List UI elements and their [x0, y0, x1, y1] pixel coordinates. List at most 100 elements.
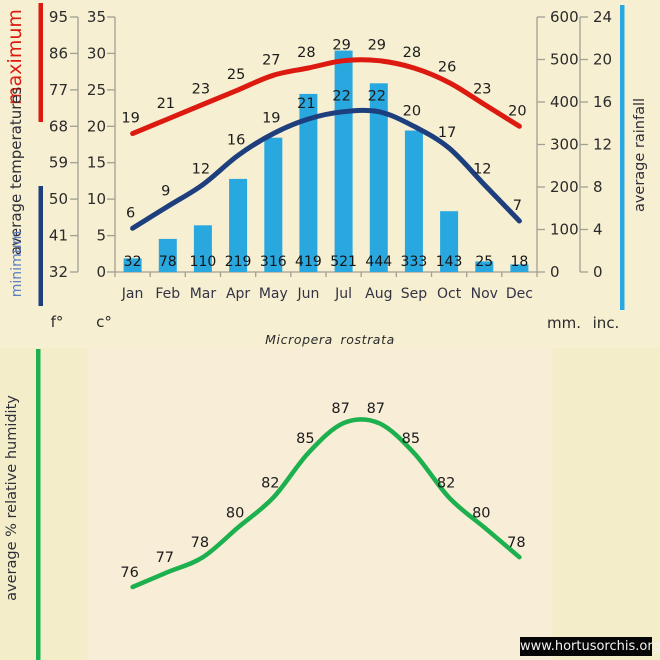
- min-temp-value-label: 16: [227, 132, 245, 148]
- rainfall-value-label: 18: [510, 254, 528, 270]
- month-label: May: [259, 286, 288, 302]
- max-temp-value-label: 28: [297, 45, 315, 61]
- max-temp-value-label: 19: [121, 111, 139, 127]
- max-temp-value-label: 26: [438, 60, 456, 76]
- temperature-rainfall-panel: [0, 0, 660, 348]
- rainfall-value-label: 419: [295, 254, 322, 270]
- rainfall-value-label: 143: [436, 254, 463, 270]
- humidity-panel: [88, 348, 552, 660]
- inches-tick-label: 12: [593, 136, 612, 154]
- month-label: Dec: [506, 286, 533, 302]
- min-temp-legend-line: [38, 186, 43, 306]
- min-temp-value-label: 7: [513, 198, 522, 214]
- max-temp-value-label: 23: [192, 81, 210, 97]
- rain-bar: [299, 93, 318, 273]
- humidity-value-label: 85: [402, 431, 420, 447]
- month-labels: Jan Feb Mar Apr May Jun Jul Aug Sep Oct Nov Dec: [121, 286, 533, 302]
- celsius-tick-label: 15: [87, 154, 106, 172]
- max-temp-value-label: 25: [227, 67, 245, 83]
- rain-bar: [264, 137, 283, 272]
- axes: [70, 16, 588, 277]
- max-temp-value-label: 21: [157, 96, 175, 112]
- value-labels: 32 78 110 219 316 419 521 444 333 143 25 1819212325…: [121, 38, 528, 270]
- rainfall-value-label: 521: [330, 254, 357, 270]
- min-temp-value-label: 12: [192, 162, 210, 178]
- max-temp-value-label: 29: [368, 38, 386, 54]
- celsius-tick-label: 30: [87, 44, 106, 62]
- millimeters-tick-label: 200: [550, 178, 579, 196]
- rain-bar: [369, 83, 388, 272]
- celsius-tick-label: 20: [87, 117, 106, 135]
- millimeters-tick-label: 600: [550, 8, 579, 26]
- inches-tick-label: 20: [593, 51, 612, 69]
- inches-tick-label: 8: [593, 178, 603, 196]
- fahrenheit-tick-label: 59: [49, 154, 68, 172]
- celsius-tick-label: 0: [96, 263, 106, 281]
- rain-bar: [475, 261, 494, 272]
- rainfall-bars: [123, 50, 529, 273]
- humidity-value-label: 76: [120, 565, 138, 581]
- fahrenheit-tick-label: 41: [49, 227, 68, 245]
- fahrenheit-tick-label: 77: [49, 81, 68, 99]
- celsius-tick-label: 35: [87, 8, 106, 26]
- rainfall-value-label: 219: [225, 254, 252, 270]
- month-label: Oct: [437, 286, 462, 302]
- average-rainfall-caption: average rainfall: [632, 98, 648, 212]
- min-temp-value-label: 17: [438, 125, 456, 141]
- fahrenheit-tick-label: 32: [49, 263, 68, 281]
- rainfall-legend-line: [620, 5, 625, 310]
- axis-tick-labels: 9586776859504132353025201510506005004003…: [49, 8, 612, 281]
- celsius-tick-label: 25: [87, 81, 106, 99]
- rain-bar: [123, 258, 142, 272]
- millimeters-unit-label: mm.: [547, 314, 581, 332]
- millimeters-tick-label: 500: [550, 51, 579, 69]
- humidity-value-label: 80: [472, 505, 490, 521]
- inches-tick-label: 24: [593, 8, 612, 26]
- rain-bar: [334, 50, 353, 272]
- millimeters-tick-label: 100: [550, 221, 579, 239]
- millimeters-tick-label: 400: [550, 93, 579, 111]
- rainfall-value-label: 25: [475, 254, 493, 270]
- celsius-tick-label: 10: [87, 190, 106, 208]
- max-temp-value-label: 28: [403, 45, 421, 61]
- humidity-line: [130, 417, 522, 590]
- humidity-value-label: 82: [261, 476, 279, 492]
- rainfall-value-label: 333: [401, 254, 428, 270]
- rain-bar: [404, 130, 423, 272]
- month-label: Sep: [401, 286, 428, 302]
- max-temp-legend-line: [38, 3, 43, 122]
- celsius-tick-label: 5: [96, 227, 106, 245]
- month-label: Aug: [365, 286, 392, 302]
- minimum-caption: minimum: [9, 231, 25, 297]
- min-temp-value-label: 20: [403, 103, 421, 119]
- fahrenheit-unit-label: f°: [51, 313, 64, 331]
- inches-tick-label: 16: [593, 93, 612, 111]
- rain-bar: [440, 211, 459, 272]
- max-temp-line: [130, 57, 522, 137]
- rainfall-value-label: 78: [159, 254, 177, 270]
- humidity-value-label: 85: [296, 431, 314, 447]
- humidity-value-labels: 76 77 78 80 82 85 87 87 85 82 80 78: [120, 401, 525, 581]
- humidity-value-label: 80: [226, 505, 244, 521]
- month-label: Jan: [121, 286, 144, 302]
- millimeters-tick-label: 0: [550, 263, 560, 281]
- watermark: www.hortusorchis.org: [520, 637, 660, 656]
- min-temp-line: [130, 107, 522, 231]
- max-temp-value-label: 23: [473, 81, 491, 97]
- average-temperatures-caption: average temperatures: [7, 87, 25, 255]
- month-label: Mar: [190, 286, 217, 302]
- month-label: Apr: [226, 286, 250, 302]
- inches-unit-label: inc.: [593, 314, 620, 332]
- humidity-value-label: 87: [367, 401, 385, 417]
- millimeters-tick-label: 300: [550, 136, 579, 154]
- inches-tick-label: 0: [593, 263, 603, 281]
- min-temp-value-label: 22: [332, 89, 350, 105]
- max-temp-value-label: 27: [262, 52, 280, 68]
- rainfall-value-label: 110: [190, 254, 217, 270]
- rainfall-value-label: 444: [365, 254, 392, 270]
- rainfall-value-label: 32: [124, 254, 142, 270]
- month-label: Jun: [296, 286, 319, 302]
- maximum-caption: maximum: [4, 9, 26, 105]
